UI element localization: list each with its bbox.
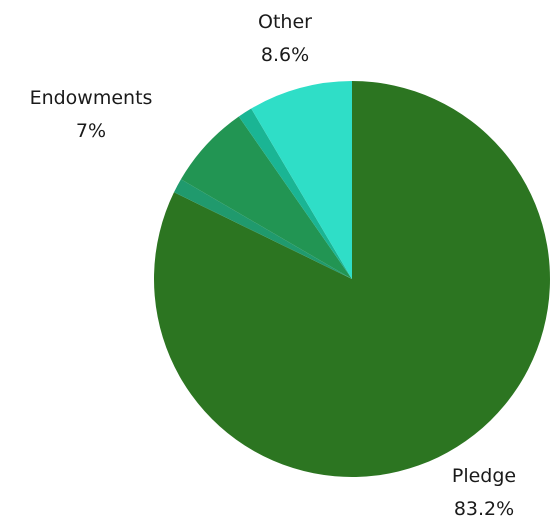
pie-slice-pledge — [153, 81, 550, 477]
pie-labels: Pledge 83.2% Endowments 7% Other 8.6% — [30, 11, 517, 520]
pie-slices — [153, 81, 550, 477]
slice-value-label-pledge: 83.2% — [454, 498, 514, 520]
pie-slice-unlabeled-3 — [238, 108, 352, 279]
slice-value-label-other: 8.6% — [261, 44, 309, 66]
slice-value-label-endowments: 7% — [76, 120, 106, 142]
pie-slice-other — [251, 81, 352, 279]
slice-label-other: Other — [258, 11, 312, 33]
slice-label-endowments: Endowments — [30, 87, 153, 109]
pie-slice-unlabeled-1 — [173, 179, 352, 279]
pie-slice-endowments — [180, 116, 352, 279]
slice-label-pledge: Pledge — [452, 465, 516, 487]
